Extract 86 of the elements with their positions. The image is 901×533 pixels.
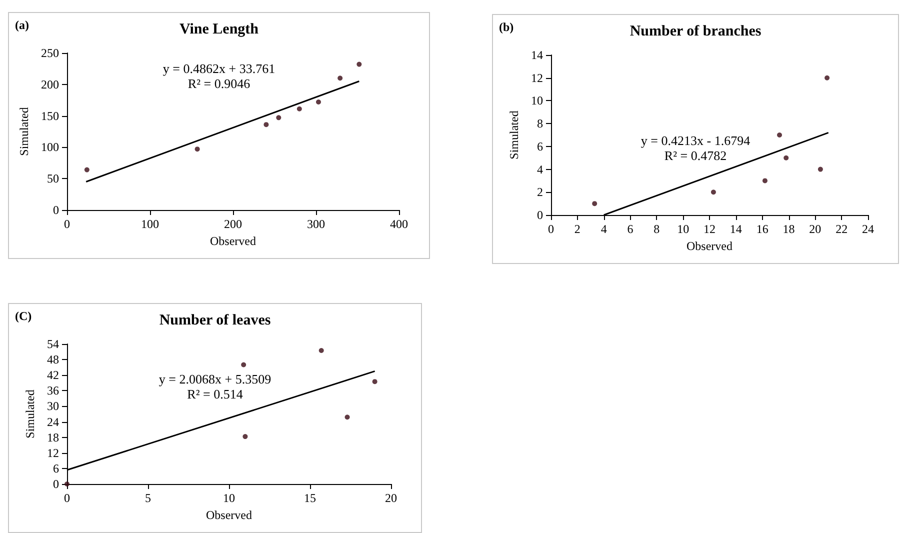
x-tick-label: 8 bbox=[654, 222, 660, 236]
y-axis-title: Simulated bbox=[23, 390, 38, 438]
x-tick-label: 24 bbox=[862, 222, 874, 236]
point bbox=[592, 201, 598, 206]
annotation: R² = 0.514 bbox=[187, 386, 244, 402]
y-tick-label: 36 bbox=[47, 384, 59, 398]
y-tick-label: 42 bbox=[47, 368, 59, 382]
x-tick-label: 16 bbox=[756, 222, 768, 236]
y-tick-label: 150 bbox=[41, 108, 59, 123]
y-tick-label: 12 bbox=[531, 70, 543, 85]
y-tick-label: 18 bbox=[47, 430, 59, 444]
x-tick-label: 14 bbox=[730, 222, 742, 236]
text: (a) bbox=[15, 18, 29, 32]
x-tick-label: 2 bbox=[574, 222, 580, 236]
x-tick-label: 5 bbox=[145, 491, 151, 505]
x-axis-title: Observed bbox=[206, 508, 252, 522]
point bbox=[242, 434, 248, 440]
text: (b) bbox=[499, 20, 514, 34]
point bbox=[777, 132, 782, 138]
text: (C) bbox=[15, 309, 32, 323]
y-tick-label: 0 bbox=[53, 203, 59, 217]
annotation: R² = 0.9046 bbox=[188, 76, 251, 91]
annotation: y = 0.4213x - 1.6794 bbox=[640, 133, 751, 148]
chart-title: Number of branches bbox=[630, 24, 762, 40]
annotation: y = 0.4862x + 33.761 bbox=[162, 61, 276, 76]
x-tick-label: 400 bbox=[390, 217, 408, 231]
annotation: R² = 0.4782 bbox=[664, 148, 727, 164]
point bbox=[818, 166, 823, 172]
x-tick-label: 20 bbox=[809, 222, 822, 236]
point bbox=[318, 348, 324, 353]
y-tick-label: 200 bbox=[41, 77, 59, 92]
x-tick-label: 10 bbox=[223, 491, 235, 505]
y-tick-label: 10 bbox=[531, 94, 543, 108]
point bbox=[338, 76, 343, 81]
y-tick-label: 4 bbox=[537, 162, 543, 176]
y-tick-label: 6 bbox=[537, 139, 543, 154]
point bbox=[372, 379, 378, 384]
y-tick-label: 30 bbox=[47, 399, 59, 414]
y-tick-label: 250 bbox=[41, 46, 59, 60]
y-tick-label: 24 bbox=[47, 414, 59, 429]
x-axis-title: Observed bbox=[210, 234, 256, 248]
point bbox=[194, 146, 200, 152]
y-tick-label: 12 bbox=[47, 446, 59, 460]
x-tick-label: 10 bbox=[677, 222, 690, 236]
y-tick-label: 14 bbox=[531, 48, 543, 62]
y-tick-label: 0 bbox=[537, 208, 543, 222]
point bbox=[64, 482, 70, 486]
y-axis-title: Simulated bbox=[17, 107, 32, 156]
x-tick-label: 4 bbox=[600, 222, 607, 236]
y-tick-label: 100 bbox=[41, 140, 59, 154]
y-tick-label: 8 bbox=[537, 116, 543, 131]
y-tick-label: 0 bbox=[53, 477, 59, 491]
y-tick-label: 6 bbox=[53, 461, 59, 476]
x-tick-label: 12 bbox=[704, 222, 716, 236]
x-tick-label: 200 bbox=[224, 217, 242, 231]
point bbox=[824, 75, 830, 80]
x-tick-label: 15 bbox=[304, 491, 316, 505]
x-tick-label: 6 bbox=[627, 222, 634, 236]
annotation: y = 2.0068x + 5.3509 bbox=[158, 371, 272, 386]
point bbox=[784, 155, 789, 160]
point bbox=[316, 99, 321, 104]
point bbox=[710, 190, 716, 195]
x-tick-label: 100 bbox=[141, 217, 159, 231]
point bbox=[356, 62, 362, 67]
point bbox=[241, 362, 246, 368]
x-tick-label: 22 bbox=[836, 222, 848, 236]
y-axis-title: Simulated bbox=[507, 110, 522, 160]
point bbox=[762, 178, 768, 184]
x-tick-label: 0 bbox=[64, 491, 70, 505]
point bbox=[344, 414, 350, 420]
point bbox=[296, 106, 302, 112]
point bbox=[264, 122, 269, 128]
y-tick-label: 54 bbox=[47, 337, 59, 351]
y-tick-label: 48 bbox=[47, 352, 59, 367]
chart-title: Vine Length bbox=[179, 22, 260, 38]
x-tick-label: 20 bbox=[385, 491, 397, 505]
x-tick-label: 0 bbox=[64, 217, 70, 231]
chart-title: Number of leaves bbox=[159, 312, 271, 328]
y-tick-label: 50 bbox=[47, 172, 59, 186]
point bbox=[84, 167, 90, 172]
x-tick-label: 0 bbox=[548, 222, 554, 236]
x-tick-label: 18 bbox=[782, 222, 795, 236]
x-tick-label: 300 bbox=[307, 217, 325, 231]
point bbox=[276, 115, 282, 120]
x-axis-title: Observed bbox=[686, 238, 732, 253]
y-tick-label: 2 bbox=[537, 185, 543, 200]
